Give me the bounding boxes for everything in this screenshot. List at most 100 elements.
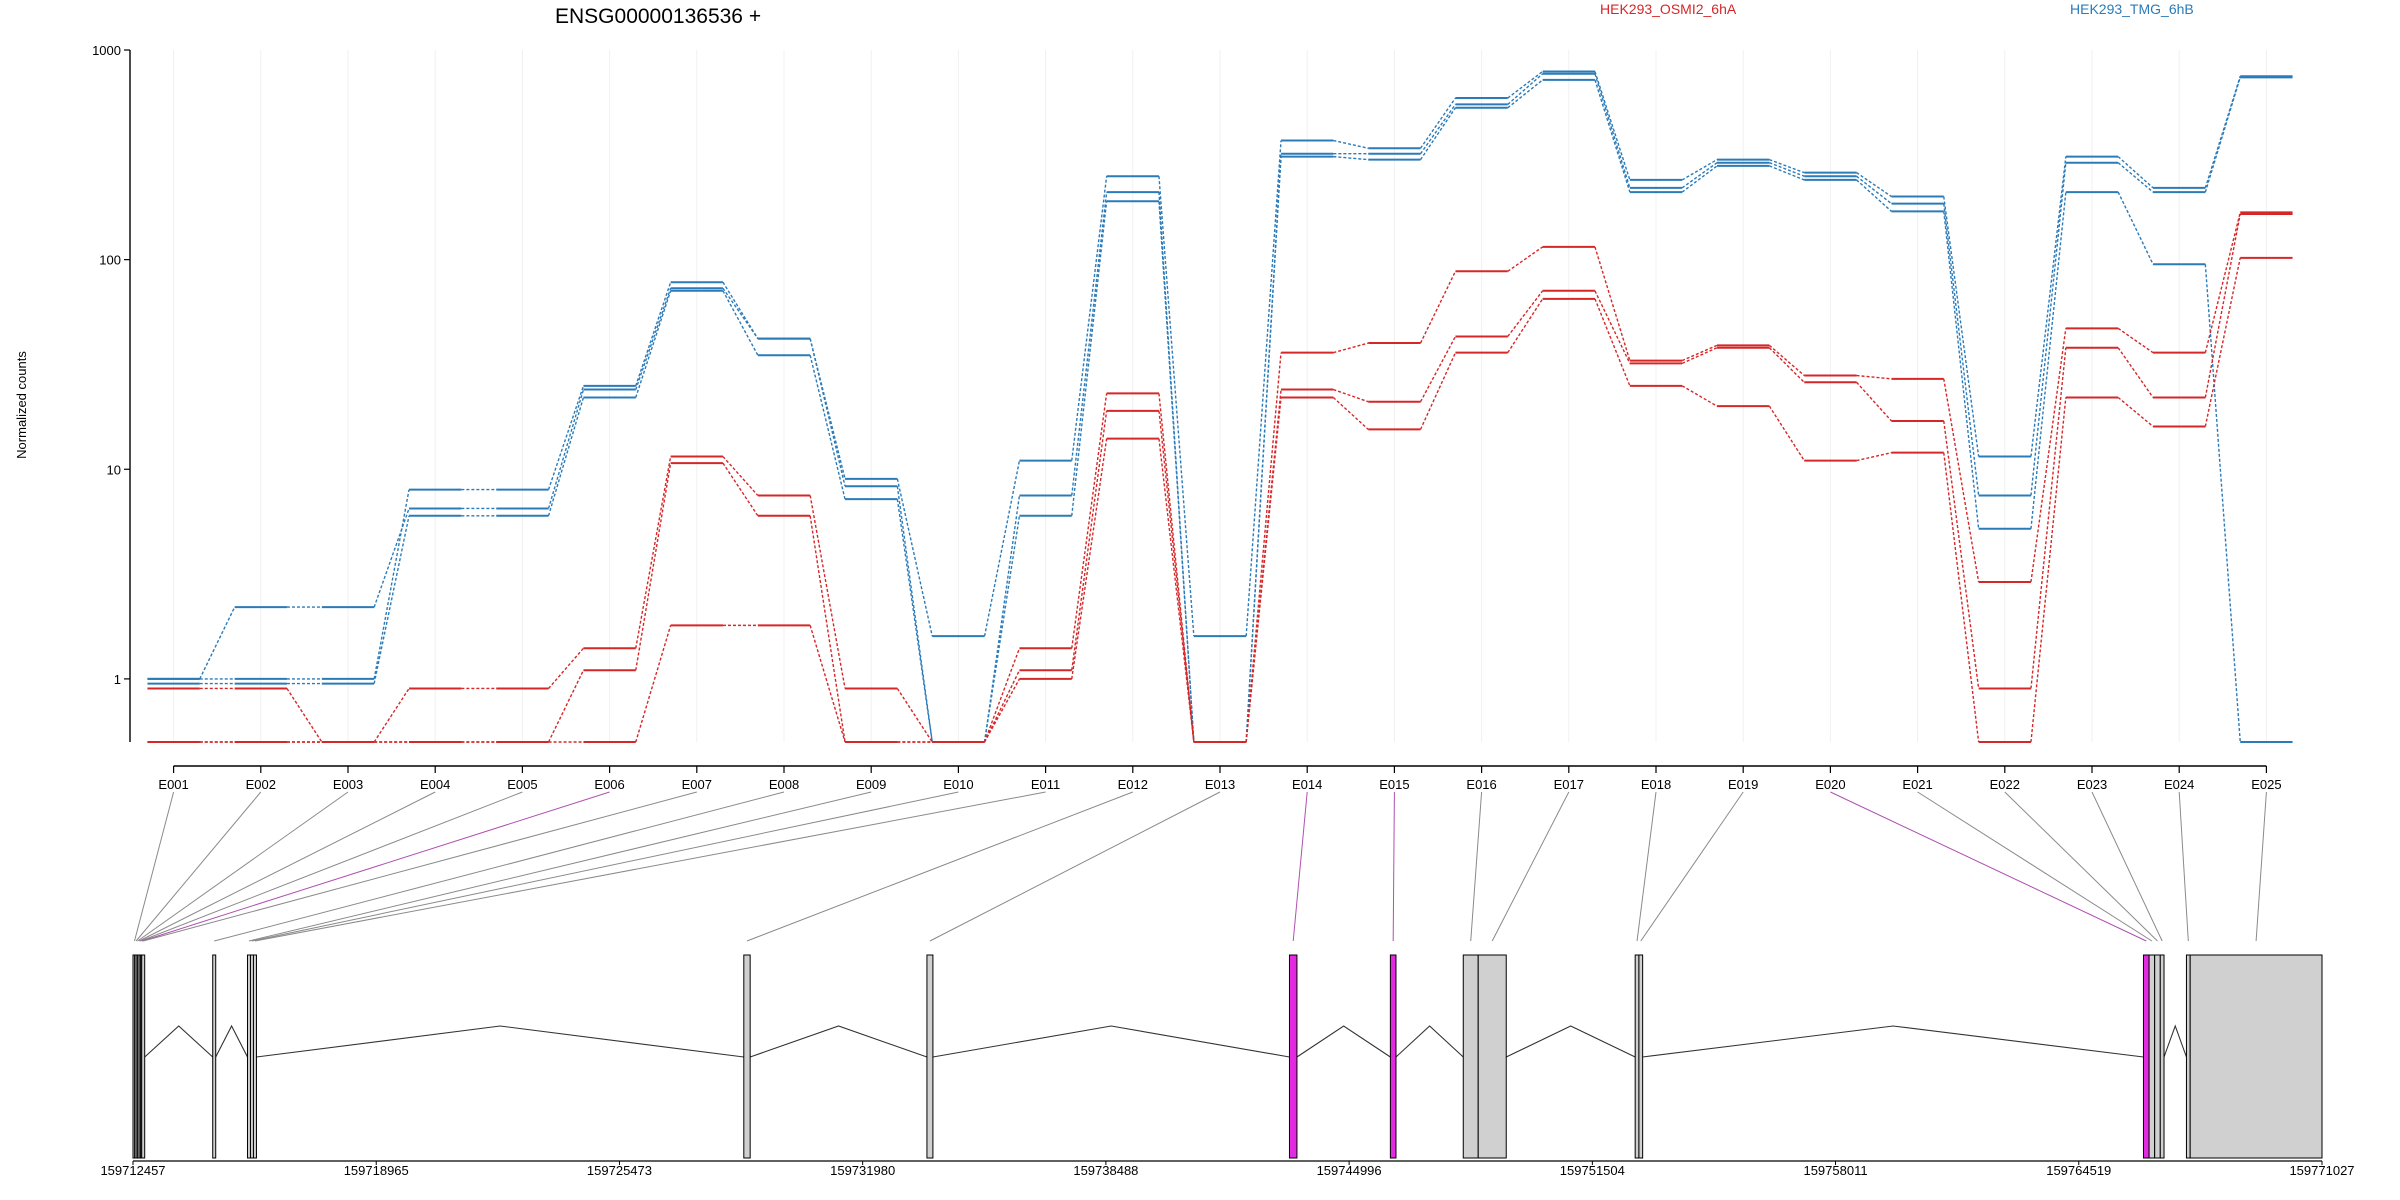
series-6-link-E023 <box>2117 396 2154 428</box>
exon-part-E011 <box>252 954 257 1159</box>
x-tick-label-E016: E016 <box>1466 777 1496 792</box>
series-5-link-E023 <box>2117 347 2154 398</box>
series-4-link-E007 <box>722 456 759 496</box>
plot-grid <box>173 50 2267 742</box>
series-3-link-E006 <box>635 290 672 398</box>
series-1-link-E011 <box>1071 176 1108 461</box>
intron-E013-E014 <box>932 1025 1290 1058</box>
series-5-link-E008 <box>809 515 846 743</box>
series-2-link-E024 <box>2204 77 2241 193</box>
series-2-link-E015 <box>1419 104 1457 155</box>
y-tick-label-1: 1 <box>114 672 121 687</box>
x-tick-label-E023: E023 <box>2077 777 2107 792</box>
intron-E008-E009 <box>215 1024 248 1058</box>
series-6-link-E016 <box>1507 298 1544 354</box>
connector-E018 <box>1636 791 1657 942</box>
series-4-link-E005 <box>548 647 584 689</box>
series-2-link-E018 <box>1681 162 1718 189</box>
series-1-link-E024 <box>2204 75 2241 189</box>
series-3-link-E015 <box>1419 107 1457 161</box>
x-tick-label-E014: E014 <box>1292 777 1322 792</box>
x-tick-label-E021: E021 <box>1902 777 1932 792</box>
exon-part-E025 <box>2189 954 2323 1159</box>
x-tick-label-E013: E013 <box>1205 777 1235 792</box>
connector-E019 <box>1640 791 1744 942</box>
series-2-link-E022 <box>2030 162 2067 496</box>
genomic-coordinate-axis: 159712457 159718965 159725473 159731980 1597… <box>100 1160 2355 1178</box>
coordinate-label-159712457: 159712457 <box>100 1163 165 1178</box>
series-5-link-E022 <box>2030 347 2067 689</box>
coordinate-label-159771027: 159771027 <box>2289 1163 2354 1178</box>
coordinate-label-159764519: 159764519 <box>2046 1163 2111 1178</box>
connector-E003 <box>137 791 349 942</box>
exon-part-E008 <box>212 954 217 1159</box>
series-1-link-E015 <box>1419 97 1457 149</box>
series-4-link-E022 <box>2030 328 2067 583</box>
exon-part-E018 <box>1634 954 1640 1159</box>
series-2-link-E003 <box>373 508 410 608</box>
y-axis-label: Normalized counts <box>14 351 29 459</box>
series-3-link-E008 <box>809 355 846 500</box>
connector-E012 <box>746 791 1133 942</box>
series-1-link-E017 <box>1594 71 1631 181</box>
series-4-link-E023 <box>2117 327 2154 354</box>
connector-E025 <box>2255 791 2267 942</box>
series-4-link-E010 <box>983 648 1021 743</box>
series-5-link-E006 <box>635 462 672 671</box>
series-5-link-E024 <box>2204 213 2241 398</box>
series-3-link-E011 <box>1071 201 1108 516</box>
series-4-link-E013 <box>1245 352 1282 743</box>
connector-E002 <box>135 791 262 942</box>
coordinate-label-159751504: 159751504 <box>1560 1163 1625 1178</box>
series-4-link-E015 <box>1419 270 1457 344</box>
series-1-link-E009 <box>896 478 933 637</box>
series-3-link-E021 <box>1943 211 1980 529</box>
intron-E017-E018 <box>1505 1025 1636 1058</box>
x-tick-label-E001: E001 <box>158 777 188 792</box>
intron-E011-E012 <box>256 1025 744 1058</box>
series-1-link-E018 <box>1681 159 1718 181</box>
exon-part-E023 <box>2159 954 2165 1159</box>
series-2-link-E023 <box>2117 162 2154 193</box>
series-3-link-E003 <box>373 515 410 684</box>
series-4-link-E012 <box>1158 393 1195 743</box>
series-4-link-E011 <box>1071 393 1108 649</box>
x-tick-label-E011: E011 <box>1031 777 1060 792</box>
series-5-link-E021 <box>1943 420 1980 689</box>
series-1-link-E020 <box>1856 172 1892 198</box>
coordinate-label-159758011: 159758011 <box>1803 1163 1867 1178</box>
series-3-link-E012 <box>1158 201 1195 743</box>
series-6-HEK293_OSMI2_6hA <box>147 256 2293 743</box>
chart-title: ENSG00000136536 + <box>555 5 761 28</box>
exon-part-E024 <box>2185 954 2191 1159</box>
series-6-link-E013 <box>1245 397 1282 743</box>
series-4-link-E003 <box>373 688 410 743</box>
series-1-link-E013 <box>1245 140 1282 637</box>
series-3-link-E013 <box>1245 156 1282 743</box>
series-4-HEK293_OSMI2_6hA <box>147 211 2293 743</box>
series-2-link-E001 <box>199 606 236 680</box>
intron-E007-E008 <box>144 1025 214 1058</box>
series-5-link-E005 <box>547 669 585 743</box>
connector-E010 <box>251 791 959 942</box>
x-tick-label-E025: E025 <box>2251 777 2281 792</box>
x-tick-label-E024: E024 <box>2164 777 2194 792</box>
intron-E014-E015 <box>1296 1025 1391 1058</box>
series-6-link-E015 <box>1419 352 1457 430</box>
plot-series <box>147 70 2293 743</box>
connector-E006 <box>141 791 610 942</box>
series-1-link-E012 <box>1158 176 1195 637</box>
series-1-link-E006 <box>635 282 672 387</box>
series-2-link-E011 <box>1071 192 1108 496</box>
gene-model <box>132 954 2323 1159</box>
series-2-link-E021 <box>1943 203 1980 496</box>
series-5-link-E018 <box>1681 347 1718 365</box>
series-4-link-E020 <box>1856 374 1892 380</box>
connector-E017 <box>1491 791 1570 942</box>
connector-E011 <box>254 791 1046 942</box>
intron-E023-E024 <box>2163 1024 2187 1058</box>
series-6-link-E011 <box>1071 438 1108 679</box>
series-4-link-E024 <box>2204 212 2241 353</box>
series-5-link-E015 <box>1419 336 1457 403</box>
exon-part-E017 <box>1477 954 1507 1159</box>
